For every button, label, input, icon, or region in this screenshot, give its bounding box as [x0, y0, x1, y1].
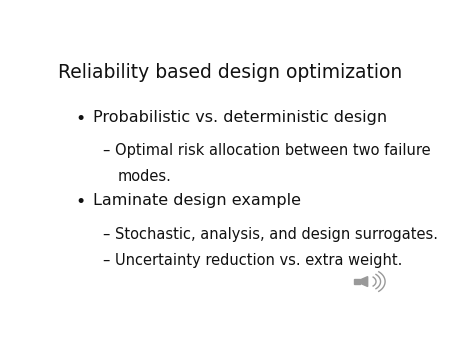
- Polygon shape: [355, 279, 360, 284]
- Text: – Stochastic, analysis, and design surrogates.: – Stochastic, analysis, and design surro…: [104, 227, 438, 242]
- Text: Reliability based design optimization: Reliability based design optimization: [58, 63, 403, 82]
- Text: – Optimal risk allocation between two failure: – Optimal risk allocation between two fa…: [104, 143, 431, 159]
- Text: •: •: [76, 193, 86, 211]
- Text: •: •: [76, 110, 86, 127]
- Text: Laminate design example: Laminate design example: [93, 193, 301, 208]
- Text: Probabilistic vs. deterministic design: Probabilistic vs. deterministic design: [93, 110, 387, 124]
- Polygon shape: [360, 276, 368, 287]
- Text: – Uncertainty reduction vs. extra weight.: – Uncertainty reduction vs. extra weight…: [104, 253, 403, 268]
- Text: modes.: modes.: [117, 169, 171, 185]
